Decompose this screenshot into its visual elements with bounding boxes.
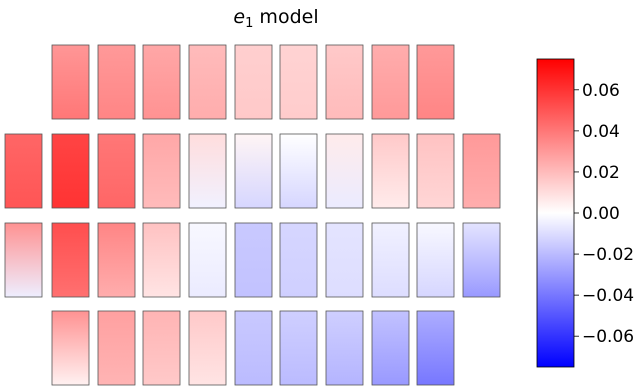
chip-border-r2-c3 (97, 133, 136, 209)
colorbar-tick-label: 0.02 (582, 163, 620, 183)
chip-border-r3-c2 (51, 222, 90, 298)
chip-r4-c3 (98, 311, 135, 385)
chart-title: e1 model (233, 6, 318, 31)
chip-r2-c8 (326, 134, 363, 208)
colorbar-tick-label: −0.02 (582, 245, 634, 265)
chip-r3-c8 (326, 223, 363, 297)
chip-border-r3-c11 (462, 222, 501, 298)
chip-border-r2-c2 (51, 133, 90, 209)
chip-border-r3-c7 (279, 222, 318, 298)
chip-border-r1-c5 (188, 44, 227, 120)
chip-r2-c2 (52, 134, 89, 208)
chip-border-r2-c5 (188, 133, 227, 209)
chip-r4-c4 (143, 311, 180, 385)
chip-r1-c6 (235, 45, 272, 119)
chip-r3-c10 (417, 223, 454, 297)
chip-border-r4-c9 (371, 310, 410, 386)
chip-border-r3-c4 (142, 222, 181, 298)
chip-r2-c3 (98, 134, 135, 208)
chip-border-r2-c9 (371, 133, 410, 209)
title-rest: model (253, 6, 318, 28)
chip-r1-c5 (189, 45, 226, 119)
chip-border-r2-c1 (4, 133, 43, 209)
colorbar-tick-label: 0.00 (582, 204, 620, 224)
chip-r3-c7 (280, 223, 317, 297)
chip-border-r1-c10 (416, 44, 455, 120)
chip-r3-c2 (52, 223, 89, 297)
chip-border-r2-c11 (462, 133, 501, 209)
chip-r1-c10 (417, 45, 454, 119)
chip-r4-c2 (52, 311, 89, 385)
chip-r1-c8 (326, 45, 363, 119)
chip-r1-c4 (143, 45, 180, 119)
chip-border-r1-c4 (142, 44, 181, 120)
chip-r4-c10 (417, 311, 454, 385)
chip-border-r2-c6 (234, 133, 273, 209)
chip-r2-c7 (280, 134, 317, 208)
title-subscript: 1 (245, 16, 253, 31)
chip-border-r4-c2 (51, 310, 90, 386)
chip-r2-c6 (235, 134, 272, 208)
chip-border-r3-c1 (4, 222, 43, 298)
chip-r2-c5 (189, 134, 226, 208)
chip-r2-c4 (143, 134, 180, 208)
chip-r3-c3 (98, 223, 135, 297)
chip-border-r4-c8 (325, 310, 364, 386)
chip-r4-c8 (326, 311, 363, 385)
chip-border-r2-c10 (416, 133, 455, 209)
chip-r2-c9 (372, 134, 409, 208)
colorbar: 0.06 0.04 0.02 0.00 −0.02 −0.04 −0.06 (536, 58, 634, 368)
chip-r2-c10 (417, 134, 454, 208)
chip-border-r4-c10 (416, 310, 455, 386)
chip-r4-c5 (189, 311, 226, 385)
chip-border-r4-c3 (97, 310, 136, 386)
chip-border-r2-c4 (142, 133, 181, 209)
colorbar-tick-label: −0.04 (582, 286, 634, 306)
colorbar-tick-label: 0.04 (582, 122, 620, 142)
chip-r3-c1 (5, 223, 42, 297)
chip-r3-c5 (189, 223, 226, 297)
chip-border-r1-c7 (279, 44, 318, 120)
chip-border-r4-c6 (234, 310, 273, 386)
chip-border-r3-c8 (325, 222, 364, 298)
chip-border-r1-c6 (234, 44, 273, 120)
chip-border-r4-c7 (279, 310, 318, 386)
chip-border-r1-c9 (371, 44, 410, 120)
chip-r2-c11 (463, 134, 500, 208)
chip-border-r1-c8 (325, 44, 364, 120)
chip-border-r2-c7 (279, 133, 318, 209)
chip-r3-c9 (372, 223, 409, 297)
chip-r3-c6 (235, 223, 272, 297)
chip-r4-c9 (372, 311, 409, 385)
chip-r4-c7 (280, 311, 317, 385)
chip-r1-c2 (52, 45, 89, 119)
focal-plane-heatmap (4, 44, 501, 386)
chip-border-r3-c10 (416, 222, 455, 298)
chip-r3-c4 (143, 223, 180, 297)
chip-r1-c7 (280, 45, 317, 119)
chip-border-r2-c8 (325, 133, 364, 209)
colorbar-gradient (536, 58, 575, 368)
title-symbol: e (233, 6, 245, 28)
chip-border-r3-c6 (234, 222, 273, 298)
chip-border-r1-c2 (51, 44, 90, 120)
chip-r3-c11 (463, 223, 500, 297)
chip-border-r4-c5 (188, 310, 227, 386)
chip-border-r3-c5 (188, 222, 227, 298)
chip-r2-c1 (5, 134, 42, 208)
chip-border-r4-c4 (142, 310, 181, 386)
chip-border-r3-c9 (371, 222, 410, 298)
chip-r4-c6 (235, 311, 272, 385)
colorbar-tick-label: −0.06 (582, 327, 634, 347)
chip-border-r1-c3 (97, 44, 136, 120)
colorbar-tick-label: 0.06 (582, 81, 620, 101)
chip-r1-c3 (98, 45, 135, 119)
chip-r1-c9 (372, 45, 409, 119)
chip-border-r3-c3 (97, 222, 136, 298)
